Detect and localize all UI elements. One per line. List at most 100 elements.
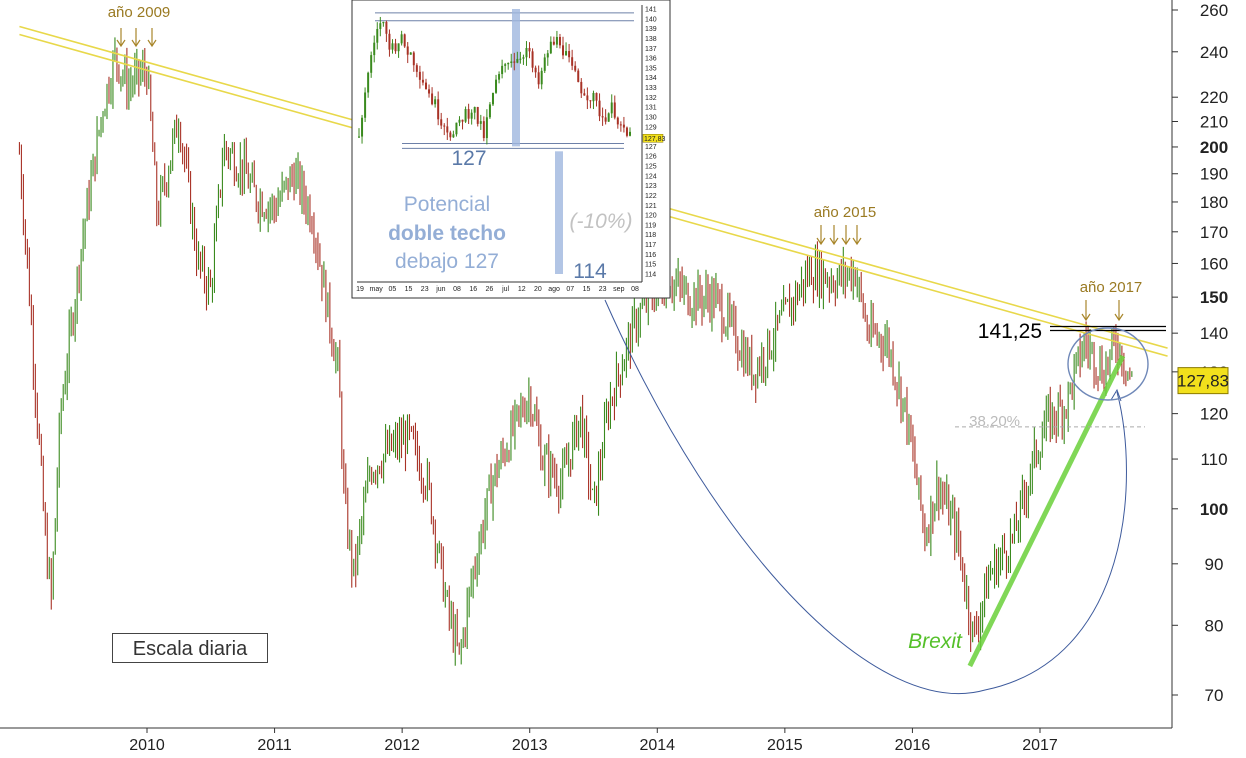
inset-candle-body	[376, 28, 379, 43]
inset-x-tick-label: 08	[631, 286, 639, 293]
inset-candle-body	[400, 34, 403, 44]
inset-x-tick-label: may	[370, 286, 384, 293]
inset-candle-body	[562, 45, 565, 56]
inset-y-tick-label: 118	[645, 232, 656, 239]
inset-y-tick-label: 137	[645, 46, 657, 53]
inset-y-tick-label: 115	[645, 262, 656, 269]
inset-candle-body	[440, 119, 443, 126]
inset-candle-body	[479, 121, 482, 124]
inset-y-tick-label: 134	[645, 75, 657, 82]
inset-y-tick-label: 131	[645, 105, 657, 112]
x-tick-label: 2016	[895, 737, 931, 754]
inset-candle-body	[613, 102, 616, 118]
inset-candle-body	[568, 51, 571, 58]
inset-candle-body	[406, 46, 409, 55]
inset-candle-body	[385, 21, 388, 34]
year-2015-arrow	[852, 237, 862, 246]
year-2017-label: año 2017	[1080, 279, 1143, 296]
inset-candle-body	[537, 72, 540, 85]
inset-candle-body	[592, 92, 595, 102]
inset-candle-body	[519, 58, 522, 60]
inset-candle-body	[571, 57, 574, 66]
x-tick-label: 2011	[257, 737, 292, 754]
inset-candle-body	[382, 21, 385, 24]
inset-last-price-label: 127,83	[644, 136, 666, 143]
inset-y-tick-label: 125	[645, 164, 657, 171]
x-tick-label: 2017	[1022, 737, 1058, 754]
year-2015-label: año 2015	[814, 204, 877, 221]
inset-label-114: 114	[573, 260, 607, 283]
inset-candle-body	[629, 131, 631, 136]
y-tick-label: 170	[1200, 223, 1228, 242]
inset-x-tick-label: 19	[356, 286, 364, 293]
resistance-label: 141,25	[978, 320, 1042, 343]
y-tick-label: 140	[1200, 324, 1228, 343]
inset-y-tick-label: 116	[645, 252, 656, 259]
x-axis: 2010 2011 2012 2013 2014 2015 2016 2017	[129, 728, 1058, 754]
inset-candle-body	[431, 93, 434, 105]
y-tick-label: 240	[1200, 43, 1228, 62]
inset-text-debajo: debajo 127	[395, 250, 499, 273]
inset-projection-bar-bottom	[555, 151, 563, 274]
inset-y-tick-label: 122	[645, 193, 657, 200]
inset-y-tick-label: 120	[645, 213, 657, 220]
inset-candle-body	[516, 58, 519, 63]
inset-candle-body	[616, 117, 619, 125]
inset-x-tick-label: 26	[486, 286, 494, 293]
inset-candle-body	[577, 70, 580, 82]
y-tick-label: 210	[1200, 112, 1228, 131]
inset-y-tick-label: 136	[645, 56, 657, 63]
inset-candle-body	[418, 71, 421, 80]
y-tick-label: 220	[1200, 88, 1228, 107]
inset-candle-body	[595, 92, 598, 101]
inset-candle-body	[452, 134, 455, 138]
inset-label-127: 127	[451, 147, 486, 170]
inset-candle-body	[470, 112, 473, 119]
y-tick-label: 80	[1205, 616, 1224, 635]
inset-x-tick-label: 05	[388, 286, 396, 293]
inset-text-doble-techo: doble techo	[388, 222, 506, 245]
inset-candle-body	[379, 23, 382, 29]
annotations: 127,83 año 2009 año 2015 año 2017 141,25 38,2…	[108, 4, 1229, 653]
inset-candle-body	[473, 107, 476, 113]
inset-y-tick-label: 114	[645, 272, 656, 279]
inset-candle-body	[549, 41, 552, 54]
inset-candle-body	[525, 47, 528, 58]
x-tick-label: 2013	[512, 737, 548, 754]
inset-candle-body	[507, 62, 510, 65]
inset-candle-body	[565, 51, 568, 56]
inset-frame	[351, 0, 671, 299]
inset-x-tick-label: 20	[534, 286, 542, 293]
inset-candle-body	[370, 55, 373, 73]
inset-candle-body	[574, 65, 577, 71]
inset-candle-body	[534, 67, 537, 73]
year-2015-arrow	[841, 237, 851, 246]
y-tick-label: 260	[1200, 1, 1228, 20]
inset-candle-body	[364, 92, 367, 118]
inset-candle-body	[583, 93, 586, 96]
inset-y-tick-label: 132	[645, 95, 657, 102]
y-tick-label: 100	[1200, 500, 1228, 519]
inset-candle-body	[388, 33, 391, 50]
y-tick-label: 110	[1200, 450, 1227, 469]
inset-candle-body	[424, 82, 427, 90]
inset-candle-body	[598, 100, 601, 117]
y-tick-label: 190	[1200, 165, 1228, 184]
inset-candle-body	[558, 36, 561, 46]
inset-y-tick-label: 126	[645, 154, 657, 161]
inset-candle-body	[446, 126, 449, 133]
y-tick-label: 150	[1200, 288, 1228, 307]
inset-candle-body	[495, 79, 498, 93]
inset-candle-body	[394, 43, 397, 52]
inset-candle-body	[455, 122, 458, 135]
candlestick-series	[18, 37, 1133, 666]
inset-x-tick-label: 23	[599, 286, 607, 293]
x-tick-label: 2012	[384, 737, 420, 754]
y-axis: 2602402202102001901801701601501401301201…	[1172, 1, 1228, 705]
inset-candle-body	[458, 119, 461, 123]
inset-y-tick-label: 139	[645, 26, 657, 33]
inset-candle-body	[555, 36, 558, 45]
inset-x-tick-label: 15	[583, 286, 591, 293]
inset-x-tick-label: ago	[548, 286, 560, 293]
